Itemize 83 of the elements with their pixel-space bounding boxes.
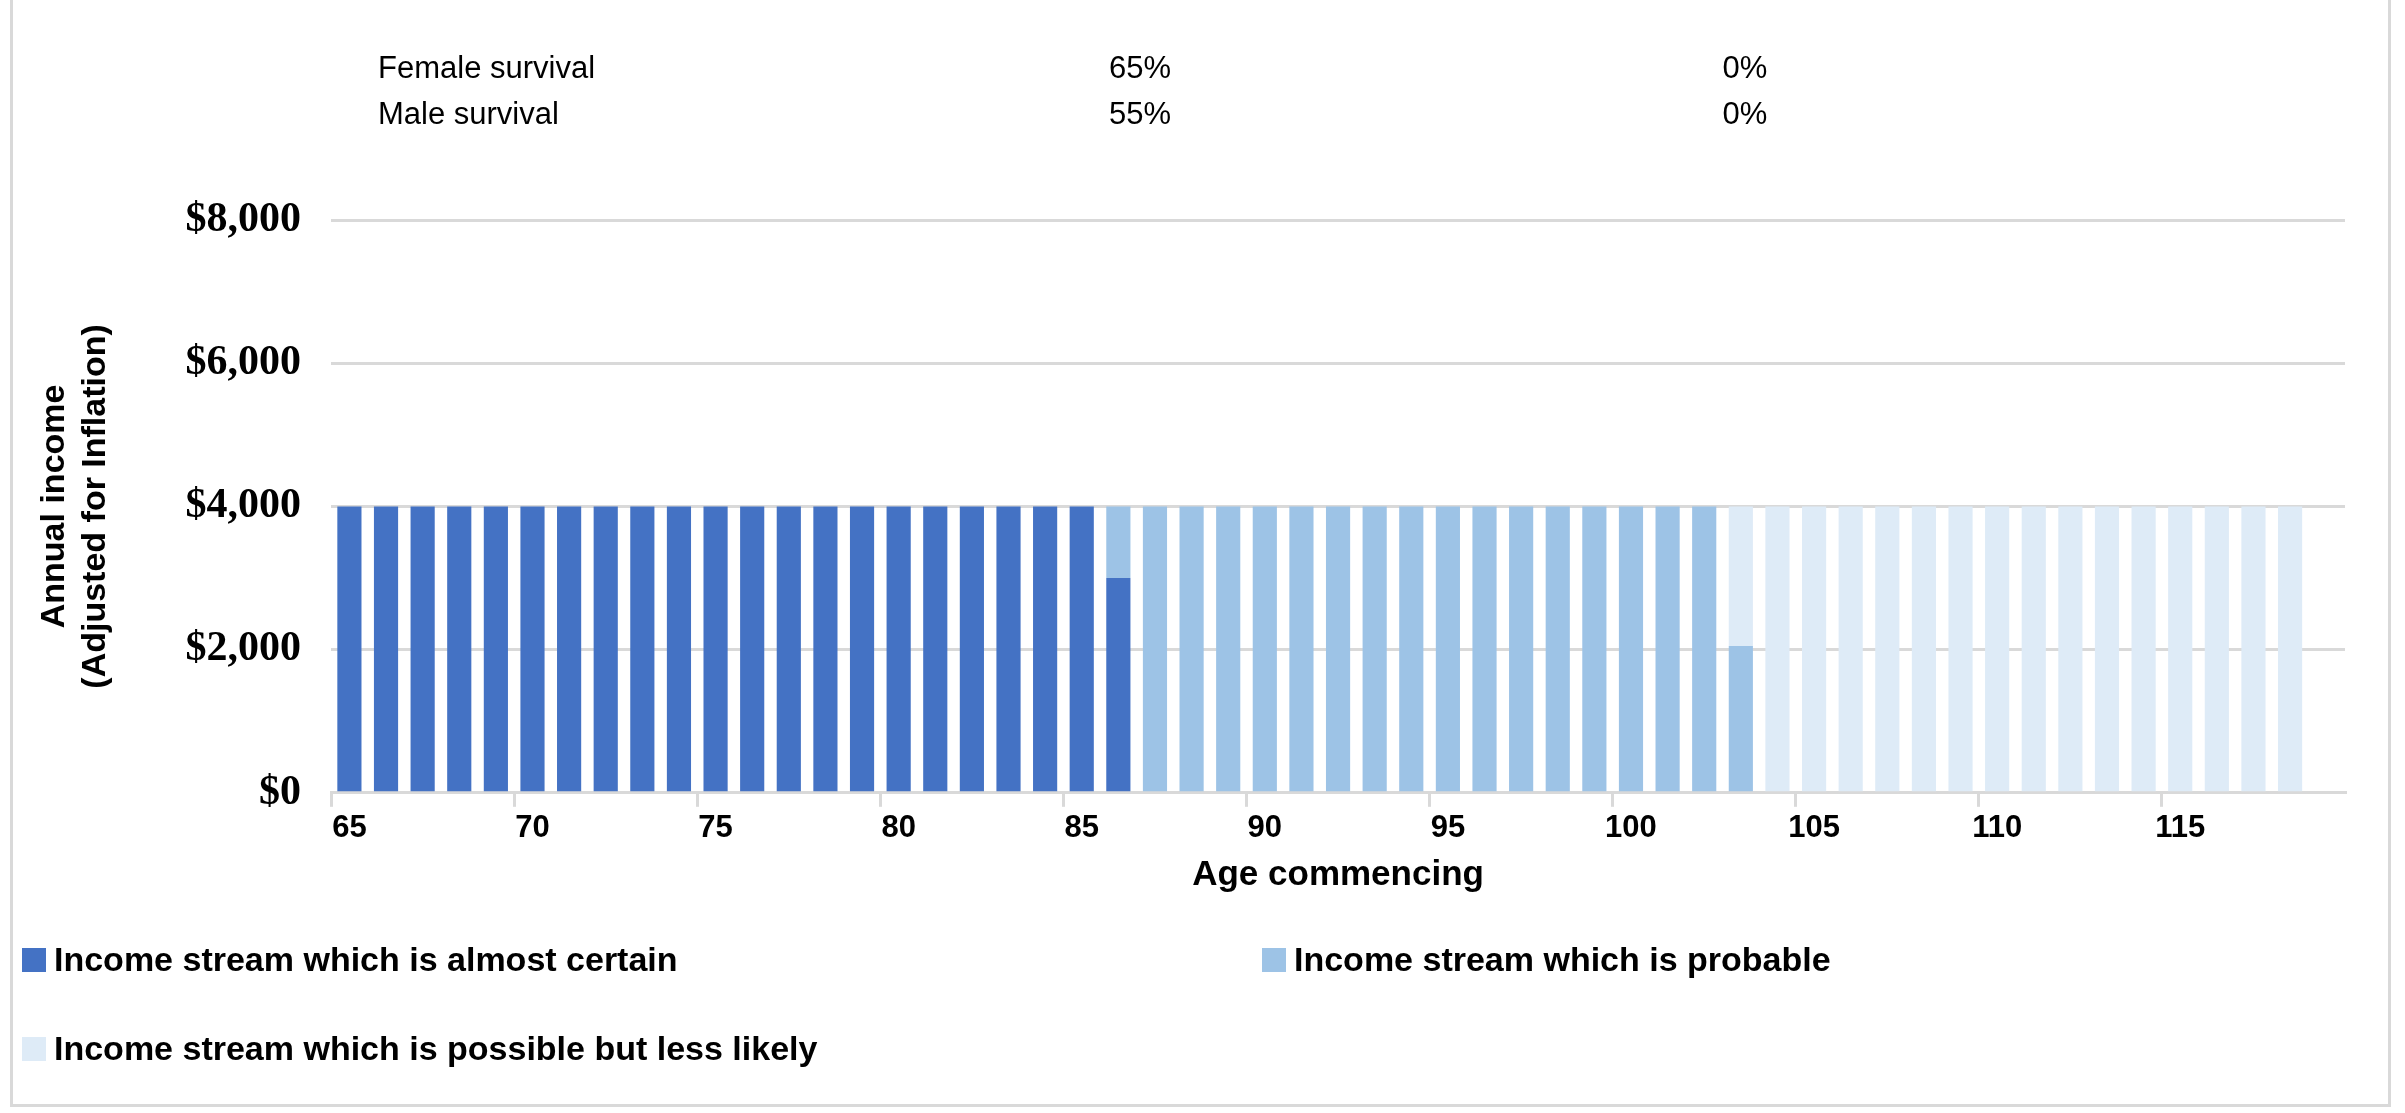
x-tick-label: 80 [881, 808, 916, 844]
bar [1106, 578, 1131, 792]
bar [1948, 506, 1973, 792]
x-tick-label: 95 [1430, 808, 1466, 844]
legend-label: Income stream which is possible but less likely [54, 1029, 818, 1068]
bar [1692, 506, 1717, 792]
y-axis-title: Annual income (Adjusted for Inflation) [32, 324, 112, 689]
bar [1838, 506, 1863, 792]
bar [1509, 506, 1534, 792]
bar [886, 506, 911, 792]
x-axis-title: Age commencing [1192, 852, 1484, 892]
text: 0% [1722, 95, 1768, 131]
bar [2058, 506, 2083, 792]
x-tick-label: 110 [1972, 808, 2023, 844]
text: 0% [1722, 49, 1768, 85]
bar [1435, 506, 1460, 792]
bar [630, 506, 655, 792]
bar [703, 506, 728, 792]
bar [996, 506, 1021, 792]
bar [1106, 506, 1131, 578]
bar [520, 506, 545, 792]
legend-label: Income stream which is almost certain [54, 940, 678, 979]
x-tick-label: 75 [698, 808, 733, 844]
text: Male survival [378, 95, 559, 131]
bar [410, 506, 435, 792]
bar [666, 506, 692, 792]
bar [557, 506, 582, 792]
x-tick-label: 115 [2155, 808, 2206, 844]
text: 65% [1108, 49, 1172, 85]
bar [1252, 506, 1277, 792]
bar [593, 506, 618, 792]
bar [1582, 506, 1607, 792]
bar [1728, 506, 1753, 647]
x-tick-label: 85 [1064, 808, 1099, 844]
bar [1765, 506, 1790, 792]
bar [1179, 506, 1204, 792]
bar [2241, 506, 2266, 792]
bar [2277, 506, 2303, 792]
y-tick-label: $2,000 [185, 623, 302, 670]
bar [2204, 506, 2229, 792]
y-tick-label: $0 [259, 766, 302, 813]
x-tick-label: 100 [1605, 808, 1657, 844]
bar [1325, 506, 1351, 792]
x-tick-label: 90 [1247, 808, 1283, 844]
x-tick-label: 105 [1788, 808, 1840, 844]
x-tick-label: 65 [332, 808, 367, 844]
bar [373, 506, 399, 792]
bar [1801, 506, 1827, 792]
bar [1033, 506, 1058, 792]
bar [849, 506, 875, 792]
bar [1472, 506, 1497, 792]
bar [1728, 646, 1753, 792]
bar [1911, 506, 1936, 792]
bar [776, 506, 801, 792]
bar [337, 506, 362, 792]
bar [2021, 506, 2046, 792]
bar [1216, 506, 1241, 792]
bar [1655, 506, 1680, 792]
y-tick-label: $4,000 [185, 480, 302, 527]
bar [2131, 506, 2156, 792]
y-tick-label: $6,000 [185, 337, 302, 384]
bar [959, 506, 984, 792]
bar [1289, 506, 1314, 792]
bar [2094, 506, 2120, 792]
bar [1875, 506, 1900, 792]
bar [1618, 506, 1644, 792]
bar [1985, 506, 2010, 792]
y-tick-label: $8,000 [185, 193, 302, 240]
x-tick-label: 70 [515, 808, 550, 844]
text: Female survival [378, 49, 596, 85]
bar [483, 506, 508, 792]
bar [1069, 506, 1094, 792]
bar [740, 506, 765, 792]
bar [1142, 506, 1168, 792]
bar [923, 506, 948, 792]
bar [813, 506, 838, 792]
legend-label: Income stream which is probable [1294, 940, 1831, 979]
bar [1545, 506, 1570, 792]
bar [1399, 506, 1424, 792]
bar [1362, 506, 1387, 792]
bar [447, 506, 472, 792]
text: 55% [1108, 95, 1172, 131]
bar [2168, 506, 2193, 792]
